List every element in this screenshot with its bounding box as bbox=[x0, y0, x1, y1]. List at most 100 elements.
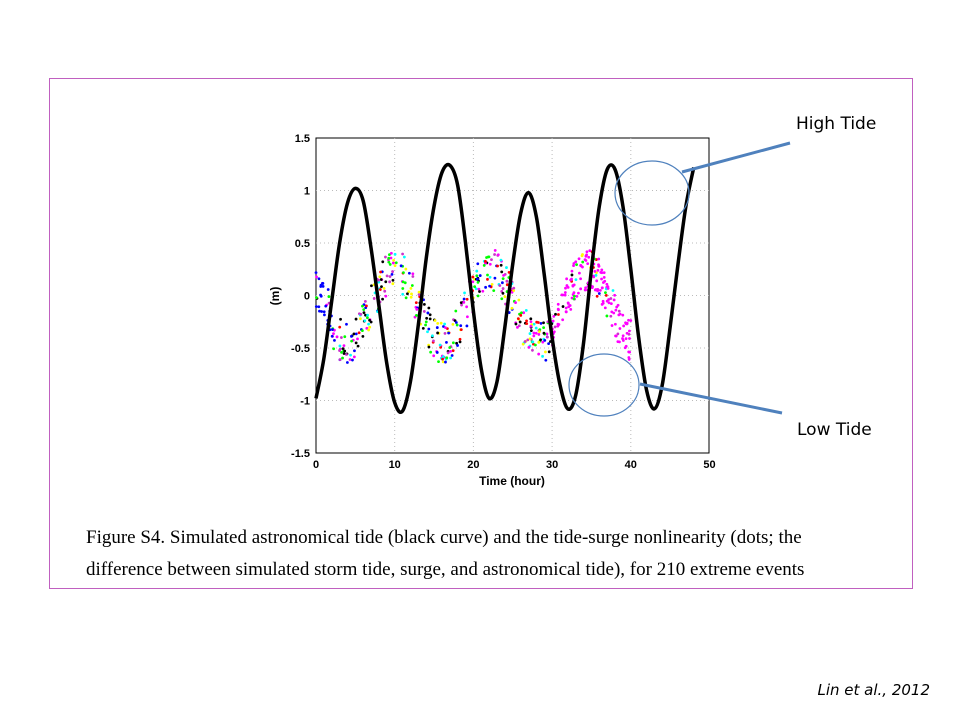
nonlinearity-dot bbox=[496, 264, 499, 268]
nonlinearity-dot bbox=[401, 287, 405, 290]
nonlinearity-dot bbox=[570, 273, 574, 277]
nonlinearity-dot bbox=[593, 288, 597, 292]
nonlinearity-dot bbox=[451, 322, 455, 326]
nonlinearity-dot bbox=[389, 251, 393, 255]
nonlinearity-dot bbox=[381, 297, 384, 301]
nonlinearity-dot bbox=[431, 334, 434, 338]
nonlinearity-dot bbox=[352, 355, 356, 359]
nonlinearity-dot bbox=[410, 292, 413, 296]
grid bbox=[316, 138, 709, 453]
nonlinearity-dot bbox=[603, 279, 607, 283]
nonlinearity-dot bbox=[629, 319, 633, 322]
nonlinearity-dot bbox=[542, 331, 546, 335]
nonlinearity-dot bbox=[572, 291, 576, 295]
nonlinearity-dot bbox=[382, 286, 386, 290]
nonlinearity-dot bbox=[541, 354, 544, 358]
x-tick-label: 30 bbox=[546, 459, 558, 471]
nonlinearity-dot bbox=[471, 280, 475, 284]
nonlinearity-dot bbox=[402, 271, 405, 275]
nonlinearity-dot bbox=[492, 289, 496, 293]
nonlinearity-dot bbox=[381, 260, 385, 264]
nonlinearity-dot bbox=[448, 346, 452, 349]
nonlinearity-dot bbox=[424, 323, 427, 327]
nonlinearity-dot bbox=[570, 269, 574, 273]
nonlinearity-dot bbox=[500, 297, 504, 301]
nonlinearity-dot bbox=[462, 300, 466, 304]
nonlinearity-dot bbox=[332, 332, 335, 336]
high-tide-circle bbox=[614, 160, 690, 226]
nonlinearity-dot bbox=[505, 279, 509, 283]
nonlinearity-dot bbox=[605, 314, 609, 318]
nonlinearity-dot bbox=[462, 297, 466, 301]
nonlinearity-dot bbox=[339, 317, 342, 321]
nonlinearity-dot bbox=[338, 325, 342, 329]
nonlinearity-dot bbox=[554, 312, 557, 316]
nonlinearity-dot bbox=[422, 310, 426, 313]
nonlinearity-dot bbox=[378, 275, 382, 279]
nonlinearity-dot bbox=[366, 313, 369, 317]
nonlinearity-dot bbox=[552, 315, 556, 318]
nonlinearity-dot bbox=[370, 284, 373, 288]
nonlinearity-dot bbox=[613, 322, 617, 326]
nonlinearity-dot bbox=[389, 256, 393, 260]
nonlinearity-dot bbox=[380, 285, 383, 289]
nonlinearity-dot bbox=[411, 275, 415, 278]
nonlinearity-dot bbox=[379, 278, 383, 281]
nonlinearity-dot bbox=[519, 313, 523, 317]
nonlinearity-dot bbox=[324, 304, 328, 308]
nonlinearity-dot bbox=[428, 313, 432, 317]
nonlinearity-dot bbox=[385, 274, 389, 278]
nonlinearity-dot bbox=[535, 320, 539, 324]
y-tick-labels: 1.5 1 0.5 0 -0.5 -1 -1.5 bbox=[291, 133, 310, 460]
nonlinearity-dot bbox=[588, 249, 592, 253]
nonlinearity-dot bbox=[390, 273, 394, 276]
nonlinearity-dot bbox=[537, 352, 541, 356]
nonlinearity-dot bbox=[353, 349, 356, 353]
nonlinearity-dot bbox=[602, 271, 606, 275]
nonlinearity-dot bbox=[350, 334, 353, 338]
nonlinearity-dot bbox=[547, 342, 551, 346]
nonlinearity-dot bbox=[449, 349, 452, 353]
nonlinearity-dot bbox=[529, 329, 533, 332]
nonlinearity-dot bbox=[627, 358, 631, 361]
nonlinearity-dot bbox=[607, 301, 611, 305]
nonlinearity-dot bbox=[526, 338, 530, 342]
nonlinearity-dot bbox=[517, 298, 521, 302]
nonlinearity-dot bbox=[409, 286, 413, 290]
nonlinearity-dot bbox=[459, 328, 463, 331]
nonlinearity-dot bbox=[505, 266, 508, 269]
nonlinearity-dot bbox=[565, 284, 569, 287]
nonlinearity-dot bbox=[393, 252, 397, 256]
high-tide-label: High Tide bbox=[796, 114, 876, 134]
nonlinearity-dot bbox=[604, 291, 607, 295]
nonlinearity-dot bbox=[451, 349, 455, 353]
nonlinearity-dot bbox=[503, 295, 507, 299]
nonlinearity-dot bbox=[388, 263, 392, 266]
nonlinearity-dot bbox=[357, 331, 361, 335]
nonlinearity-dot bbox=[586, 262, 590, 265]
nonlinearity-dot bbox=[539, 338, 542, 342]
nonlinearity-dot bbox=[583, 288, 587, 292]
x-tick-label: 20 bbox=[467, 459, 479, 471]
nonlinearity-dot bbox=[411, 272, 415, 276]
nonlinearity-dot bbox=[490, 258, 493, 262]
nonlinearity-dot bbox=[338, 358, 342, 361]
nonlinearity-dot bbox=[561, 305, 565, 308]
nonlinearity-dot bbox=[445, 356, 449, 360]
nonlinearity-dot bbox=[567, 305, 571, 309]
nonlinearity-dot bbox=[366, 316, 369, 320]
nonlinearity-dot bbox=[315, 275, 318, 279]
nonlinearity-dot bbox=[361, 335, 365, 338]
nonlinearity-dot bbox=[356, 337, 359, 341]
nonlinearity-dot bbox=[354, 341, 358, 345]
nonlinearity-dot bbox=[478, 274, 482, 277]
nonlinearity-dot bbox=[391, 270, 394, 273]
y-tick-label: 1 bbox=[304, 186, 310, 198]
nonlinearity-dot bbox=[565, 277, 569, 281]
nonlinearity-dot bbox=[459, 301, 463, 304]
nonlinearity-dot bbox=[575, 263, 578, 267]
nonlinearity-dot bbox=[402, 255, 406, 259]
nonlinearity-dot bbox=[496, 253, 500, 257]
nonlinearity-dot bbox=[441, 355, 445, 359]
nonlinearity-dot bbox=[598, 288, 602, 292]
